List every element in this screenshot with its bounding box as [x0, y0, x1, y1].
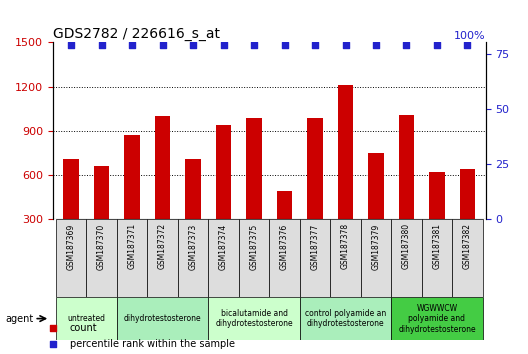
Text: bicalutamide and
dihydrotestosterone: bicalutamide and dihydrotestosterone	[215, 309, 293, 328]
Point	[372, 42, 380, 47]
Bar	[209, 219, 239, 297]
Bar	[147, 219, 178, 297]
Point	[250, 42, 258, 47]
Text: percentile rank within the sample: percentile rank within the sample	[70, 339, 234, 349]
Bar	[117, 219, 147, 297]
Text: GDS2782 / 226616_s_at: GDS2782 / 226616_s_at	[53, 28, 220, 41]
Bar	[247, 118, 262, 219]
Text: 100%: 100%	[454, 31, 486, 41]
Text: GSM187374: GSM187374	[219, 223, 228, 270]
Text: untreated: untreated	[68, 314, 106, 323]
Point	[158, 42, 167, 47]
Bar	[178, 219, 209, 297]
Bar	[330, 219, 361, 297]
Bar	[338, 85, 353, 219]
Text: control polyamide an
dihydrotestosterone: control polyamide an dihydrotestosterone	[305, 309, 386, 328]
Bar	[429, 172, 445, 219]
Text: GSM187376: GSM187376	[280, 223, 289, 270]
Bar	[277, 192, 292, 219]
Bar	[56, 297, 117, 340]
Text: GSM187380: GSM187380	[402, 223, 411, 269]
Bar	[56, 219, 87, 297]
Text: GSM187369: GSM187369	[67, 223, 76, 270]
Text: GSM187373: GSM187373	[188, 223, 197, 270]
Point	[219, 42, 228, 47]
Text: GSM187377: GSM187377	[310, 223, 319, 270]
Bar	[460, 169, 475, 219]
Point	[128, 42, 136, 47]
Bar	[422, 219, 452, 297]
Bar	[300, 219, 330, 297]
Point	[311, 42, 319, 47]
Bar	[307, 118, 323, 219]
Text: GSM187375: GSM187375	[250, 223, 259, 270]
Bar	[117, 297, 209, 340]
Bar	[269, 219, 300, 297]
Point	[67, 42, 76, 47]
Bar	[155, 116, 170, 219]
Point	[97, 42, 106, 47]
Text: GSM187381: GSM187381	[432, 223, 441, 269]
Bar	[300, 297, 391, 340]
Text: agent: agent	[5, 314, 34, 324]
Text: dihydrotestosterone: dihydrotestosterone	[124, 314, 201, 323]
Point	[260, 129, 268, 135]
Bar	[239, 219, 269, 297]
Text: GSM187370: GSM187370	[97, 223, 106, 270]
Point	[402, 42, 411, 47]
Bar	[125, 135, 140, 219]
Bar	[391, 219, 422, 297]
Bar	[87, 219, 117, 297]
Text: GSM187371: GSM187371	[128, 223, 137, 269]
Text: GSM187379: GSM187379	[372, 223, 381, 270]
Text: GSM187382: GSM187382	[463, 223, 472, 269]
Text: count: count	[70, 323, 97, 333]
Bar	[399, 115, 414, 219]
Bar	[452, 219, 483, 297]
Bar	[185, 159, 201, 219]
Point	[280, 42, 289, 47]
Bar	[216, 125, 231, 219]
Bar	[94, 166, 109, 219]
Point	[433, 42, 441, 47]
Point	[341, 42, 350, 47]
Bar	[391, 297, 483, 340]
Bar	[361, 219, 391, 297]
Bar	[63, 159, 79, 219]
Bar	[369, 153, 384, 219]
Text: WGWWCW
polyamide and
dihydrotestosterone: WGWWCW polyamide and dihydrotestosterone	[398, 304, 476, 333]
Text: GSM187378: GSM187378	[341, 223, 350, 269]
Text: GSM187372: GSM187372	[158, 223, 167, 269]
Point	[260, 274, 268, 279]
Point	[189, 42, 197, 47]
Point	[463, 42, 472, 47]
Bar	[209, 297, 300, 340]
